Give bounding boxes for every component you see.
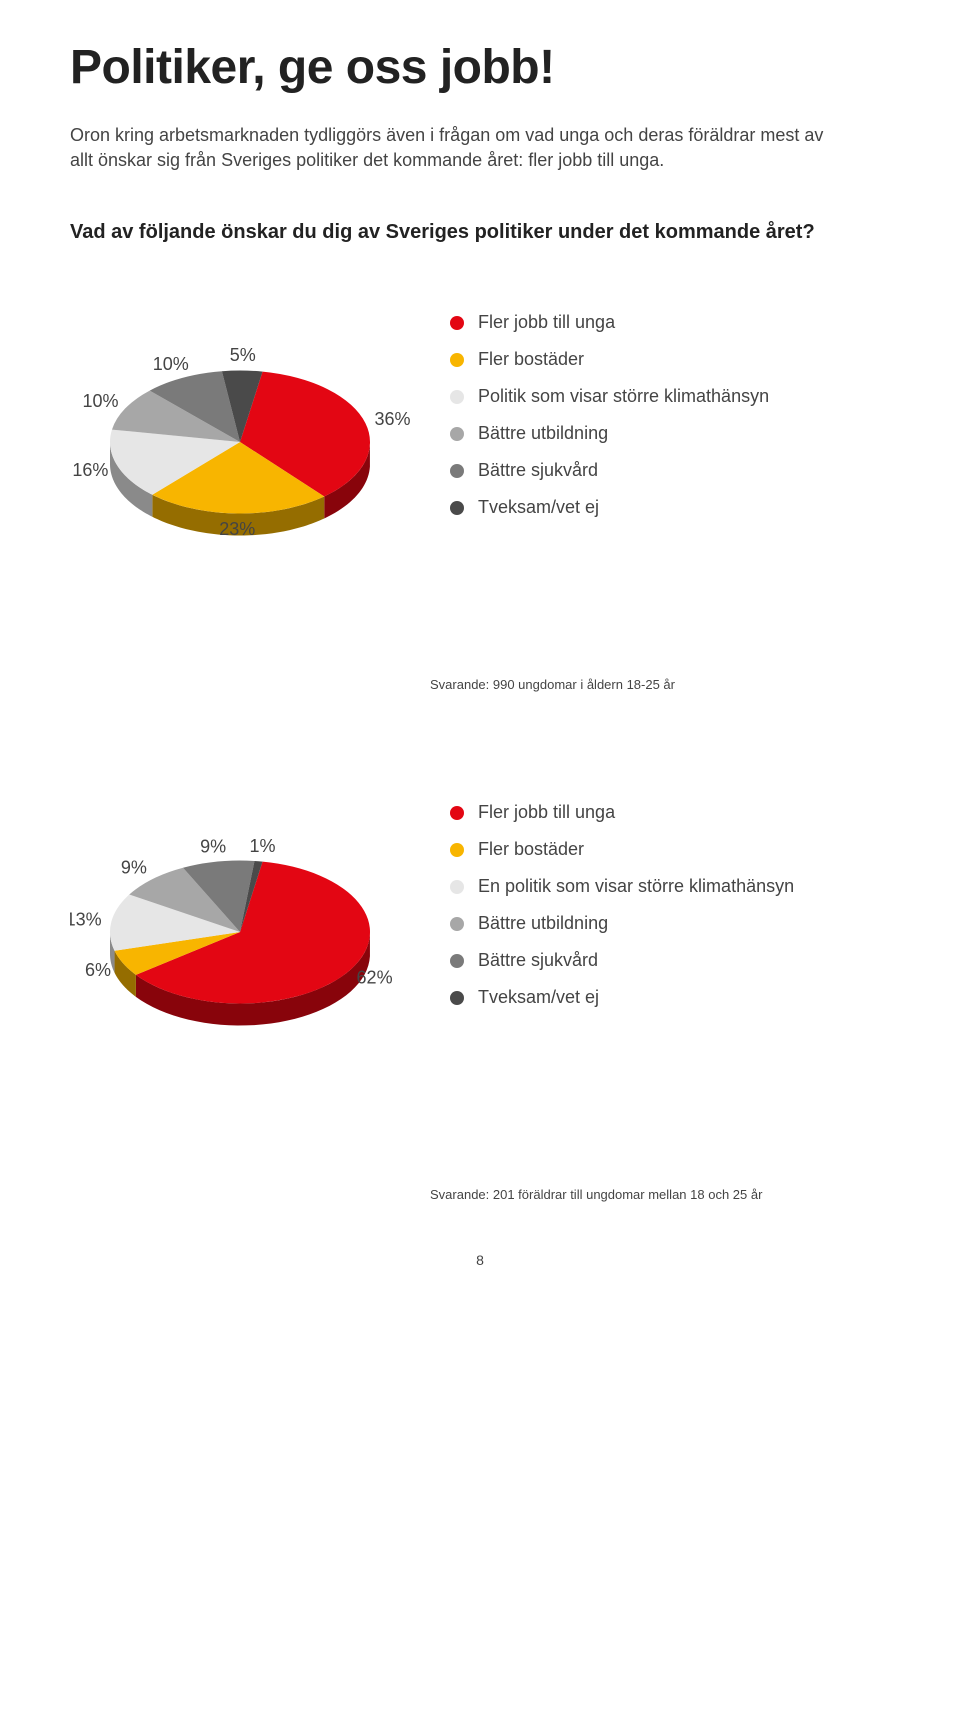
legend-bullet: [450, 917, 464, 931]
legend-label: Fler jobb till unga: [478, 802, 615, 823]
pie-label: 1%: [250, 836, 276, 856]
question-heading: Vad av följande önskar du dig av Sverige…: [70, 221, 890, 244]
chart1-block: 36%23%16%10%10%5% Fler jobb till ungaFle…: [70, 292, 890, 637]
page-number: 8: [70, 1252, 890, 1268]
chart2-pie-wrapper: 62% 6% 13% 9% 9% 1%: [70, 782, 410, 1147]
legend-label: Bättre utbildning: [478, 913, 608, 934]
pie-label: 23%: [219, 519, 255, 539]
legend-bullet: [450, 991, 464, 1005]
legend-item: Tveksam/vet ej: [450, 987, 794, 1008]
intro-paragraph: Oron kring arbetsmarknaden tydliggörs äv…: [70, 123, 850, 173]
pie-label: 36%: [374, 410, 410, 430]
legend-bullet: [450, 464, 464, 478]
legend-label: Bättre sjukvård: [478, 460, 598, 481]
legend-bullet: [450, 427, 464, 441]
legend-label: Fler bostäder: [478, 349, 584, 370]
legend-label: En politik som visar större klimathänsyn: [478, 876, 794, 897]
legend-item: Fler bostäder: [450, 349, 769, 370]
legend-item: Bättre utbildning: [450, 913, 794, 934]
legend-label: Tveksam/vet ej: [478, 497, 599, 518]
chart2-block: 62% 6% 13% 9% 9% 1% Fler jobb till unga Fler b…: [70, 782, 890, 1147]
chart2-pie: 62% 6% 13% 9% 9% 1%: [70, 782, 410, 1142]
legend-label: Tveksam/vet ej: [478, 987, 599, 1008]
pie-label: 62%: [357, 968, 393, 988]
pie-label: 10%: [82, 392, 118, 412]
legend-bullet: [450, 316, 464, 330]
page-title: Politiker, ge oss jobb!: [70, 40, 890, 95]
legend-label: Bättre sjukvård: [478, 950, 598, 971]
legend-bullet: [450, 501, 464, 515]
legend-item: Bättre sjukvård: [450, 460, 769, 481]
chart1-legend: Fler jobb till unga Fler bostäder Politik …: [450, 292, 769, 534]
pie-label: 10%: [153, 354, 189, 374]
legend-label: Fler bostäder: [478, 839, 584, 860]
chart1-footnote: Svarande: 990 ungdomar i åldern 18-25 år: [430, 677, 890, 692]
pie-label: 5%: [230, 345, 256, 365]
legend-bullet: [450, 880, 464, 894]
legend-item: Fler bostäder: [450, 839, 794, 860]
legend-item: Politik som visar större klimathänsyn: [450, 386, 769, 407]
legend-label: Fler jobb till unga: [478, 312, 615, 333]
legend-bullet: [450, 390, 464, 404]
pie-label: 16%: [72, 460, 108, 480]
pie-label: 9%: [121, 858, 147, 878]
legend-item: Bättre utbildning: [450, 423, 769, 444]
legend-item: Tveksam/vet ej: [450, 497, 769, 518]
legend-bullet: [450, 843, 464, 857]
legend-label: Politik som visar större klimathänsyn: [478, 386, 769, 407]
chart1-pie-wrapper: 36% 23% 16% 10% 10% 5%: [70, 292, 410, 637]
pie-label: 13%: [70, 910, 102, 930]
legend-bullet: [450, 806, 464, 820]
chart1-pie: 36% 23% 16% 10% 10% 5%: [70, 292, 410, 632]
chart2-footnote: Svarande: 201 föräldrar till ungdomar me…: [430, 1187, 890, 1202]
chart2-legend: Fler jobb till unga Fler bostäder En polit…: [450, 782, 794, 1024]
legend-item: En politik som visar större klimathänsyn: [450, 876, 794, 897]
legend-bullet: [450, 353, 464, 367]
legend-label: Bättre utbildning: [478, 423, 608, 444]
legend-bullet: [450, 954, 464, 968]
legend-item: Fler jobb till unga: [450, 312, 769, 333]
pie-label: 9%: [200, 837, 226, 857]
legend-item: Bättre sjukvård: [450, 950, 794, 971]
pie-label: 6%: [85, 960, 111, 980]
legend-item: Fler jobb till unga: [450, 802, 794, 823]
